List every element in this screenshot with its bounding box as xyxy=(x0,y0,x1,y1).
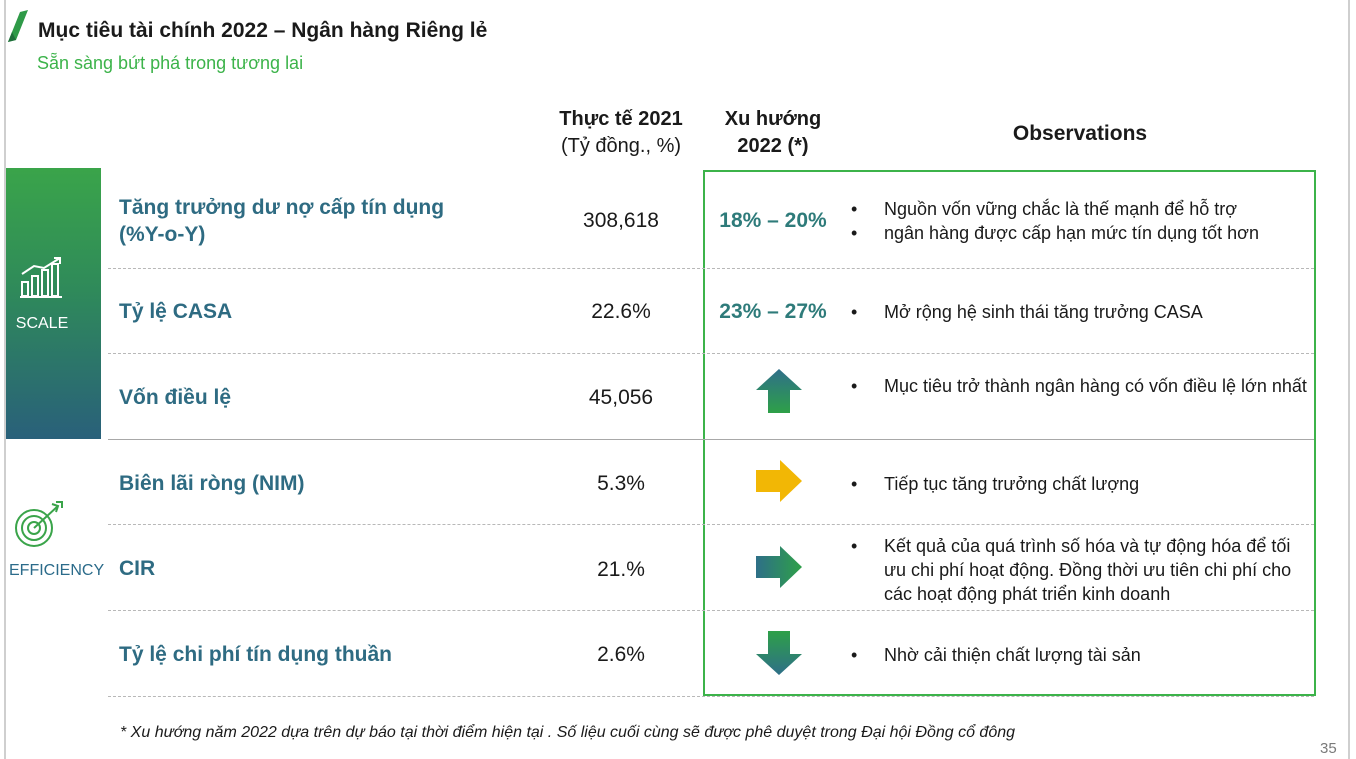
row-label-nim: Biên lãi ròng (NIM) xyxy=(119,472,305,495)
page-title: Mục tiêu tài chính 2022 – Ngân hàng Riên… xyxy=(38,19,488,42)
row-actual-value: 308,618 xyxy=(583,209,659,232)
row-label-line: (%Y-o-Y) xyxy=(119,223,206,246)
row-observations: Mục tiêu trở thành ngân hàng có vốn điều… xyxy=(850,374,1310,398)
observation-item: Kết quả của quá trình số hóa và tự động … xyxy=(850,534,1310,606)
row-trend-value: 23% – 27% xyxy=(719,300,827,323)
row-observations: Tiếp tục tăng trưởng chất lượng xyxy=(850,472,1310,496)
page-number: 35 xyxy=(1320,740,1337,757)
row-separator xyxy=(108,353,1314,354)
row-label-charter-capital: Vốn điều lệ xyxy=(119,386,232,409)
row-trend-value: 18% – 20% xyxy=(719,209,827,232)
row-actual-value: 45,056 xyxy=(588,386,654,409)
slide-left-border xyxy=(4,0,6,759)
category-scale-panel: SCALE xyxy=(6,168,101,439)
category-scale-label: SCALE xyxy=(15,315,69,332)
row-label-credit-growth: Tăng trưởng dư nợ cấp tín dụng (%Y-o-Y) xyxy=(119,194,444,248)
row-separator xyxy=(108,524,1314,525)
row-label-casa: Tỷ lệ CASA xyxy=(119,300,233,323)
column-header-trend-line2: 2022 (*) xyxy=(737,135,809,157)
column-header-actual-title: Thực tế 2021 xyxy=(559,108,683,130)
row-label-cir: CIR xyxy=(119,557,156,580)
observation-item: Nguồn vốn vững chắc là thế mạnh để hỗ tr… xyxy=(850,197,1310,221)
row-actual-value: 5.3% xyxy=(597,472,645,495)
row-actual-value: 22.6% xyxy=(591,300,651,323)
column-header-trend: Xu hướng 2022 (*) xyxy=(703,106,843,160)
row-observations: Mở rộng hệ sinh thái tăng trưởng CASA xyxy=(850,300,1310,324)
arrow-right-icon xyxy=(756,460,802,502)
arrow-right-icon xyxy=(756,546,802,588)
row-actual-value: 21.% xyxy=(597,558,645,581)
column-header-actual: Thực tế 2021 (Tỷ đồng., %) xyxy=(535,106,707,160)
observation-item: Nhờ cải thiện chất lượng tài sản xyxy=(850,643,1310,667)
observation-item: Mục tiêu trở thành ngân hàng có vốn điều… xyxy=(850,374,1310,398)
observation-item: ngân hàng được cấp hạn mức tín dụng tốt … xyxy=(850,221,1310,245)
category-efficiency-label: EFFICIENCY xyxy=(9,562,105,579)
section-separator xyxy=(108,439,1314,440)
trend-observations-box xyxy=(703,170,1316,696)
slide-right-border xyxy=(1348,0,1350,759)
target-arrow-icon xyxy=(15,501,63,547)
row-observations: Kết quả của quá trình số hóa và tự động … xyxy=(850,534,1310,606)
row-separator xyxy=(108,610,1314,611)
row-separator xyxy=(108,696,1314,697)
bank-logo-icon xyxy=(8,10,28,42)
arrow-up-icon xyxy=(756,369,802,413)
bar-chart-growth-icon xyxy=(20,257,62,298)
column-header-observations: Observations xyxy=(1012,122,1148,145)
row-actual-value: 2.6% xyxy=(597,643,645,666)
observation-item: Mở rộng hệ sinh thái tăng trưởng CASA xyxy=(850,300,1310,324)
page-subtitle: Sẵn sàng bứt phá trong tương lai xyxy=(37,53,304,73)
column-header-actual-unit: (Tỷ đồng., %) xyxy=(560,135,682,157)
row-label-line: Tăng trưởng dư nợ cấp tín dụng xyxy=(119,196,445,219)
row-separator xyxy=(108,268,1314,269)
row-observations: Nhờ cải thiện chất lượng tài sản xyxy=(850,643,1310,667)
arrow-down-icon xyxy=(756,631,802,675)
row-observations: Nguồn vốn vững chắc là thế mạnh để hỗ tr… xyxy=(850,197,1310,245)
observation-item: Tiếp tục tăng trưởng chất lượng xyxy=(850,472,1310,496)
footnote: * Xu hướng năm 2022 dựa trên dự báo tại … xyxy=(120,724,1016,741)
row-label-credit-cost: Tỷ lệ chi phí tín dụng thuần xyxy=(119,643,392,666)
column-header-trend-line1: Xu hướng xyxy=(724,108,822,130)
